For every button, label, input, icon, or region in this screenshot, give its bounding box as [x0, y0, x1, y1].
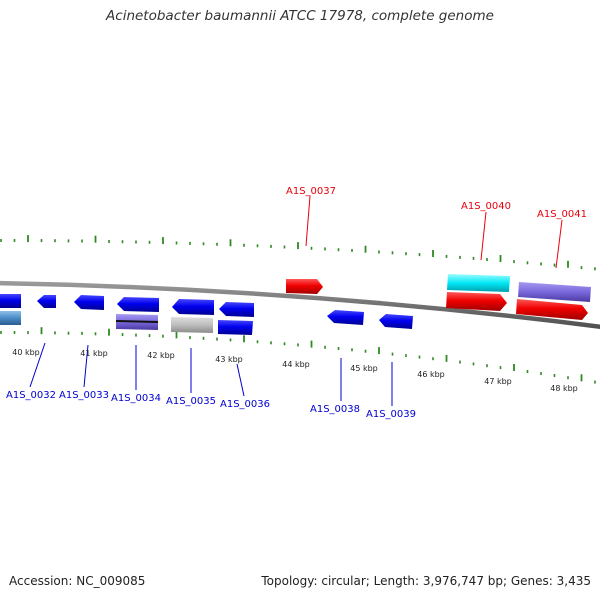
gene-feature[interactable] — [446, 292, 507, 311]
gene-label[interactable]: A1S_0037 — [286, 186, 336, 197]
gene-feature[interactable] — [74, 295, 104, 310]
gene-feature[interactable] — [0, 294, 21, 308]
gene-label[interactable]: A1S_0041 — [537, 209, 587, 220]
gene-feature[interactable] — [516, 299, 588, 320]
kbp-label: 47 kbp — [484, 377, 512, 386]
accession-text: Accession: NC_009085 — [9, 574, 146, 588]
map-title: Acinetobacter baumannii ATCC 17978, comp… — [106, 8, 494, 24]
gene-feature[interactable] — [117, 297, 159, 312]
gene-feature[interactable] — [37, 295, 56, 308]
kbp-label: 45 kbp — [350, 364, 378, 373]
gene-feature-stripe — [116, 320, 158, 323]
gene-label[interactable]: A1S_0034 — [111, 393, 161, 404]
kbp-label: 43 kbp — [215, 355, 243, 364]
gene-label[interactable]: A1S_0033 — [59, 390, 109, 401]
reverse-gene-labels: A1S_0032 A1S_0033 A1S_0034 A1S_0035 A1S_… — [6, 390, 416, 420]
gene-feature[interactable] — [286, 279, 323, 294]
gene-feature-purple[interactable] — [518, 282, 591, 302]
gene-feature[interactable] — [219, 302, 254, 317]
kbp-scale: 40 kbp 41 kbp 42 kbp 43 kbp 44 kbp 45 kb… — [12, 348, 578, 393]
kbp-label: 46 kbp — [417, 370, 445, 379]
kbp-label: 41 kbp — [80, 349, 108, 358]
kbp-label: 48 kbp — [550, 384, 578, 393]
gene-feature[interactable] — [172, 299, 214, 315]
reverse-leader-lines — [29, 342, 393, 406]
outer-tick-ring — [0, 235, 596, 271]
topology-text: Topology: circular; Length: 3,976,747 bp… — [261, 574, 591, 588]
gene-label[interactable]: A1S_0032 — [6, 390, 56, 401]
gene-label[interactable]: A1S_0036 — [220, 399, 270, 410]
gene-feature[interactable] — [327, 310, 364, 325]
gene-feature-cyan[interactable] — [447, 274, 510, 292]
kbp-label: 42 kbp — [147, 351, 175, 360]
kbp-label: 44 kbp — [282, 360, 310, 369]
forward-gene-labels: A1S_0037 A1S_0040 A1S_0041 — [286, 186, 587, 220]
gene-label[interactable]: A1S_0038 — [310, 404, 360, 415]
gene-label[interactable]: A1S_0035 — [166, 396, 216, 407]
gene-feature-steel[interactable] — [0, 311, 21, 325]
inner-tick-ring — [0, 327, 596, 384]
forward-leader-lines — [305, 195, 563, 269]
gene-label[interactable]: A1S_0039 — [366, 409, 416, 420]
gene-feature[interactable] — [379, 314, 413, 329]
kbp-label: 40 kbp — [12, 348, 40, 357]
gene-feature[interactable] — [218, 320, 253, 335]
genome-backbone — [0, 280, 600, 329]
gene-feature-gray[interactable] — [171, 317, 213, 333]
gene-label[interactable]: A1S_0040 — [461, 201, 511, 212]
